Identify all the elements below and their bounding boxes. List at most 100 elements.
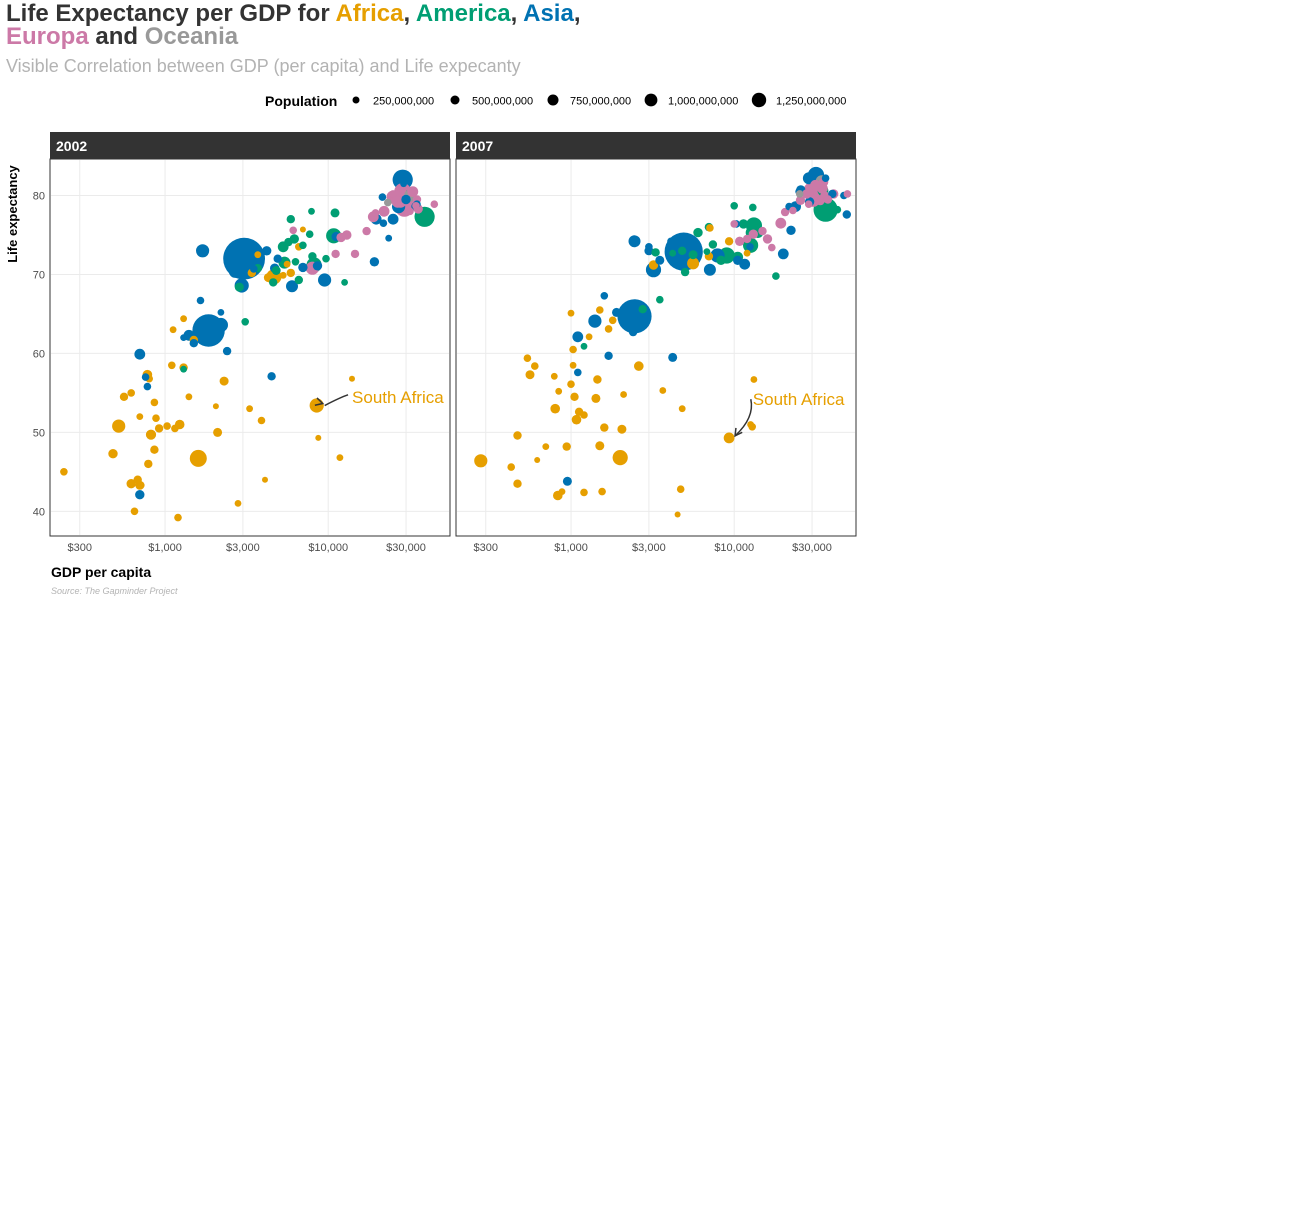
point-americas: [678, 246, 687, 255]
point-asia: [134, 348, 146, 360]
point-africa: [620, 391, 627, 398]
x-tick-label-30000: $30,000: [792, 542, 832, 554]
point-americas: [241, 318, 249, 326]
point-africa: [534, 457, 541, 463]
point-africa: [154, 424, 164, 433]
title-part-4: ,: [510, 0, 524, 27]
point-asia: [612, 307, 621, 317]
point-africa: [474, 454, 488, 468]
point-oceania: [384, 198, 392, 207]
point-americas: [308, 252, 317, 261]
point-europe: [412, 202, 420, 210]
point-africa: [219, 376, 229, 386]
chart-caption: Source: The Gapminder Project: [51, 586, 178, 596]
point-africa: [600, 423, 609, 432]
point-africa: [608, 316, 617, 325]
point-europe: [804, 200, 813, 208]
point-americas: [716, 255, 726, 265]
point-europe: [730, 220, 738, 228]
point-africa: [569, 345, 577, 354]
point-asia: [180, 334, 188, 341]
point-africa: [580, 411, 588, 419]
chart-title: Life Expectancy per GDP for Africa, Amer…: [6, 0, 766, 50]
point-americas: [269, 278, 278, 287]
point-americas: [322, 254, 330, 263]
point-americas: [284, 237, 293, 247]
point-asia: [842, 210, 851, 219]
point-africa: [678, 405, 686, 413]
point-africa: [283, 260, 291, 268]
y-tick-label-80: 80: [33, 191, 45, 203]
point-americas: [308, 207, 315, 215]
point-africa: [591, 393, 601, 403]
annotation-arrowhead: [734, 427, 743, 438]
point-europe: [843, 190, 852, 198]
point-africa: [168, 361, 176, 370]
point-europe: [823, 195, 833, 204]
point-europe: [780, 207, 790, 217]
point-africa: [315, 434, 322, 441]
point-americas: [730, 202, 738, 210]
point-americas: [772, 272, 780, 280]
point-asia: [250, 265, 258, 273]
x-tick-label-1000: $1,000: [148, 542, 182, 554]
title-part-10: Oceania: [144, 23, 239, 50]
point-europe: [389, 190, 397, 198]
point-asia: [262, 246, 272, 256]
point-asia: [645, 243, 653, 251]
y-tick-label-40: 40: [33, 506, 45, 518]
point-africa: [213, 427, 223, 437]
legend-label-4: 1,250,000,000: [776, 96, 846, 108]
point-africa: [185, 393, 193, 401]
point-africa: [234, 500, 242, 507]
panel-border: [455, 158, 857, 537]
point-africa: [349, 375, 355, 382]
point-asia: [604, 351, 613, 360]
title-part-9: and: [88, 23, 145, 50]
point-africa: [648, 260, 659, 270]
annotation-south-africa: South Africa: [352, 388, 444, 407]
point-africa: [286, 268, 295, 278]
point-africa: [60, 468, 68, 476]
point-americas: [708, 240, 718, 249]
y-tick-label-50: 50: [33, 427, 45, 439]
point-asia: [574, 368, 582, 377]
panel-border: [49, 158, 451, 537]
legend-label-1: 500,000,000: [472, 96, 533, 108]
title-part-5: Asia: [523, 0, 574, 27]
point-africa: [550, 372, 558, 380]
annotation-south-africa: South Africa: [753, 390, 845, 409]
point-europe: [735, 236, 745, 246]
point-asia: [385, 234, 393, 242]
point-asia: [369, 257, 380, 267]
point-oceania: [795, 190, 804, 198]
point-asia: [298, 262, 308, 273]
x-tick-label-300: $300: [473, 542, 497, 554]
point-africa: [634, 361, 644, 371]
point-asia: [572, 331, 584, 343]
point-africa: [542, 443, 550, 450]
point-asia: [196, 296, 205, 305]
point-asia: [667, 237, 675, 246]
point-asia: [318, 273, 332, 287]
point-europe: [371, 209, 380, 217]
facet-strip: [50, 132, 450, 159]
point-africa: [585, 333, 593, 341]
point-europe: [789, 206, 797, 215]
point-africa: [171, 424, 179, 433]
point-africa: [555, 387, 563, 395]
point-europe: [342, 230, 352, 240]
y-axis-label: Life expectancy: [5, 164, 20, 262]
point-asia: [600, 292, 609, 300]
size-legend: Population 250,000,000 500,000,000 750,000,…: [265, 92, 846, 109]
point-europe: [802, 189, 812, 199]
point-asia: [821, 174, 830, 182]
point-europe: [289, 226, 298, 235]
point-africa: [130, 507, 139, 516]
point-asia: [217, 309, 225, 316]
point-africa: [567, 380, 575, 389]
title-part-0: Life Expectancy per GDP for: [6, 0, 336, 27]
point-americas: [180, 365, 188, 373]
annotation-arrowhead: [314, 397, 325, 407]
point-africa: [336, 454, 344, 461]
